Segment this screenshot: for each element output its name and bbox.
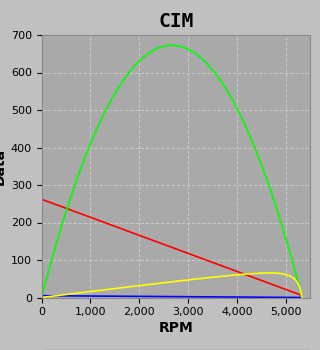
Torque: [66, 294, 70, 298]
Power: [170, 43, 174, 47]
Power: [155, 47, 158, 51]
Torque: [243, 295, 247, 299]
Line: Current: Current: [42, 199, 302, 295]
Current: [155, 239, 158, 244]
Efficiency: [219, 274, 222, 279]
Current: [219, 263, 222, 267]
Efficiency: [243, 272, 247, 276]
Power: [248, 133, 252, 138]
Current: [66, 207, 70, 211]
Line: Efficiency: Efficiency: [42, 273, 302, 298]
Efficiency: [247, 272, 251, 276]
Current: [243, 272, 247, 276]
Title: CIM: CIM: [158, 12, 194, 31]
Line: Torque: Torque: [42, 296, 302, 298]
Line: Power: Power: [42, 45, 302, 298]
Power: [145, 52, 149, 57]
Power: [300, 295, 304, 300]
Torque: [300, 295, 304, 300]
Current: [145, 236, 149, 240]
Torque: [247, 295, 251, 299]
Efficiency: [155, 281, 158, 286]
Torque: [219, 295, 222, 299]
Efficiency: [268, 271, 271, 275]
Current: [300, 293, 304, 298]
Efficiency: [145, 282, 149, 287]
Power: [219, 79, 223, 83]
Y-axis label: Data: Data: [0, 148, 7, 185]
Torque: [155, 294, 158, 299]
Torque: [145, 294, 149, 299]
Power: [243, 123, 247, 127]
Current: [40, 197, 44, 201]
Efficiency: [40, 295, 44, 300]
Torque: [40, 294, 44, 298]
Current: [247, 274, 251, 278]
Power: [40, 295, 44, 300]
X-axis label: RPM: RPM: [159, 321, 193, 335]
Efficiency: [300, 295, 304, 300]
Efficiency: [66, 292, 70, 296]
Power: [66, 203, 70, 207]
